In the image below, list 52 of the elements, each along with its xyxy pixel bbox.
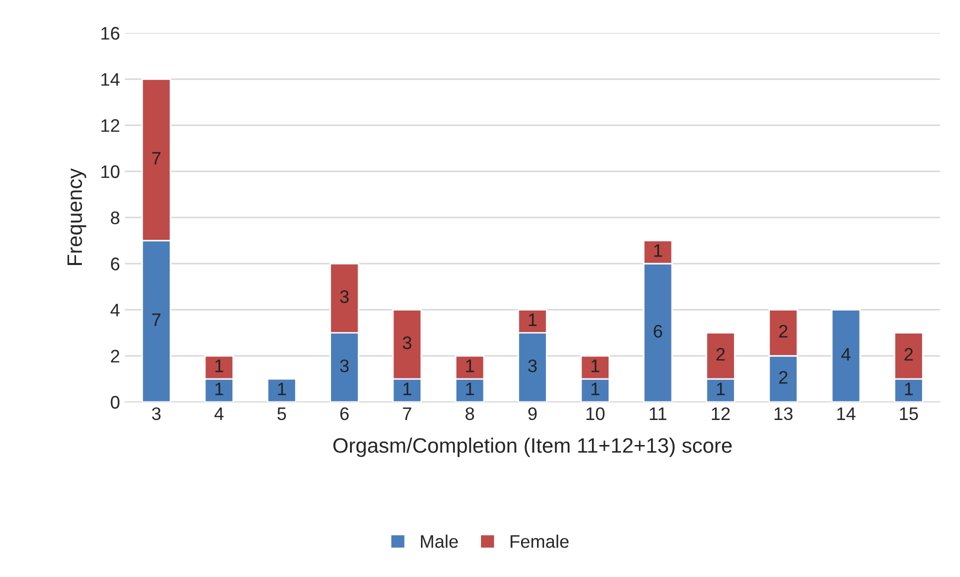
x-tick-label: 14	[837, 408, 856, 420]
x-tick-label: 6	[340, 407, 349, 420]
data-label: 2	[716, 348, 725, 361]
data-label: 3	[340, 359, 349, 372]
data-label: 7	[152, 152, 160, 165]
data-label: 1	[403, 382, 412, 396]
legend-label: Female	[510, 534, 569, 548]
x-tick-label: 8	[466, 407, 474, 420]
bar	[831, 309, 861, 402]
data-label: 1	[592, 382, 600, 396]
data-label: 3	[402, 336, 412, 350]
x-tick-label: 4	[214, 408, 224, 420]
x-tick-label: 7	[403, 408, 412, 420]
x-tick-label: 3	[152, 407, 161, 420]
data-label: 1	[528, 314, 537, 326]
y-tick-label: 2	[111, 350, 120, 362]
data-label: 7	[152, 314, 160, 326]
y-tick-label: 14	[101, 73, 120, 86]
data-label: 1	[905, 382, 913, 396]
y-tick-label: 10	[101, 165, 120, 178]
legend-label: Male	[420, 534, 458, 548]
data-label: 1	[466, 360, 474, 372]
y-tick-label: 12	[101, 119, 120, 132]
data-label: 2	[904, 348, 913, 361]
x-axis-title: Orgasm/Completion (Item 11+12+13) score	[333, 438, 732, 457]
data-label: 6	[654, 324, 662, 338]
x-tick-label: 15	[900, 408, 918, 420]
data-label: 3	[528, 359, 537, 372]
y-tick-label: 8	[110, 211, 120, 224]
data-label: 4	[841, 348, 850, 361]
data-label: 3	[340, 290, 349, 304]
data-label: 2	[779, 371, 788, 384]
data-label: 1	[215, 382, 224, 396]
x-tick-label: 9	[528, 407, 537, 420]
data-label: 1	[215, 360, 224, 372]
bar	[266, 378, 297, 402]
x-tick-label: 11	[650, 408, 666, 420]
y-tick-label: 6	[111, 258, 120, 270]
data-label: 1	[278, 382, 286, 396]
data-label: 1	[654, 244, 662, 257]
y-tick-label: 16	[101, 26, 120, 40]
x-tick-label: 5	[277, 408, 286, 420]
y-tick-label: 0	[110, 396, 120, 409]
data-label: 1	[466, 382, 474, 396]
y-tick-label: 4	[110, 304, 120, 316]
data-label: 1	[592, 360, 600, 372]
y-axis-title: Frequency	[68, 168, 86, 265]
data-label: 2	[779, 324, 788, 338]
data-label: 1	[716, 382, 725, 396]
x-tick-label: 10	[586, 407, 605, 420]
x-tick-label: 12	[712, 407, 730, 420]
x-tick-label: 13	[774, 407, 793, 420]
